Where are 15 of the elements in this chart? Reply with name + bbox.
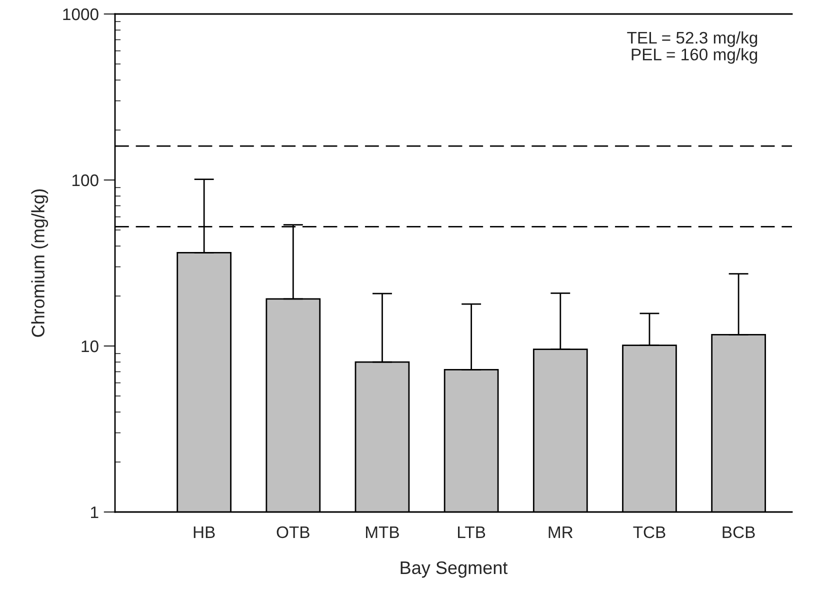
x-tick-label: TCB: [633, 526, 666, 538]
x-tick-label: MTB: [366, 526, 399, 538]
x-tick-label: HB: [194, 526, 215, 538]
x-tick-label: BCB: [722, 526, 755, 538]
y-axis-title: Chromium (mg/kg): [31, 189, 48, 337]
y-tick-label: 100: [72, 174, 98, 186]
x-axis-title: Bay Segment: [400, 561, 508, 578]
y-tick-label: 1: [91, 506, 98, 518]
x-tick-label: MR: [548, 526, 573, 538]
x-tick-label: OTB: [276, 526, 310, 538]
x-tick-label: LTB: [458, 526, 486, 538]
annotation: PEL = 160 mg/kg: [632, 48, 758, 64]
y-tick-label: 1000: [63, 8, 98, 20]
annotation: TEL = 52.3 mg/kg: [627, 31, 758, 47]
y-tick-label: 10: [82, 340, 98, 352]
